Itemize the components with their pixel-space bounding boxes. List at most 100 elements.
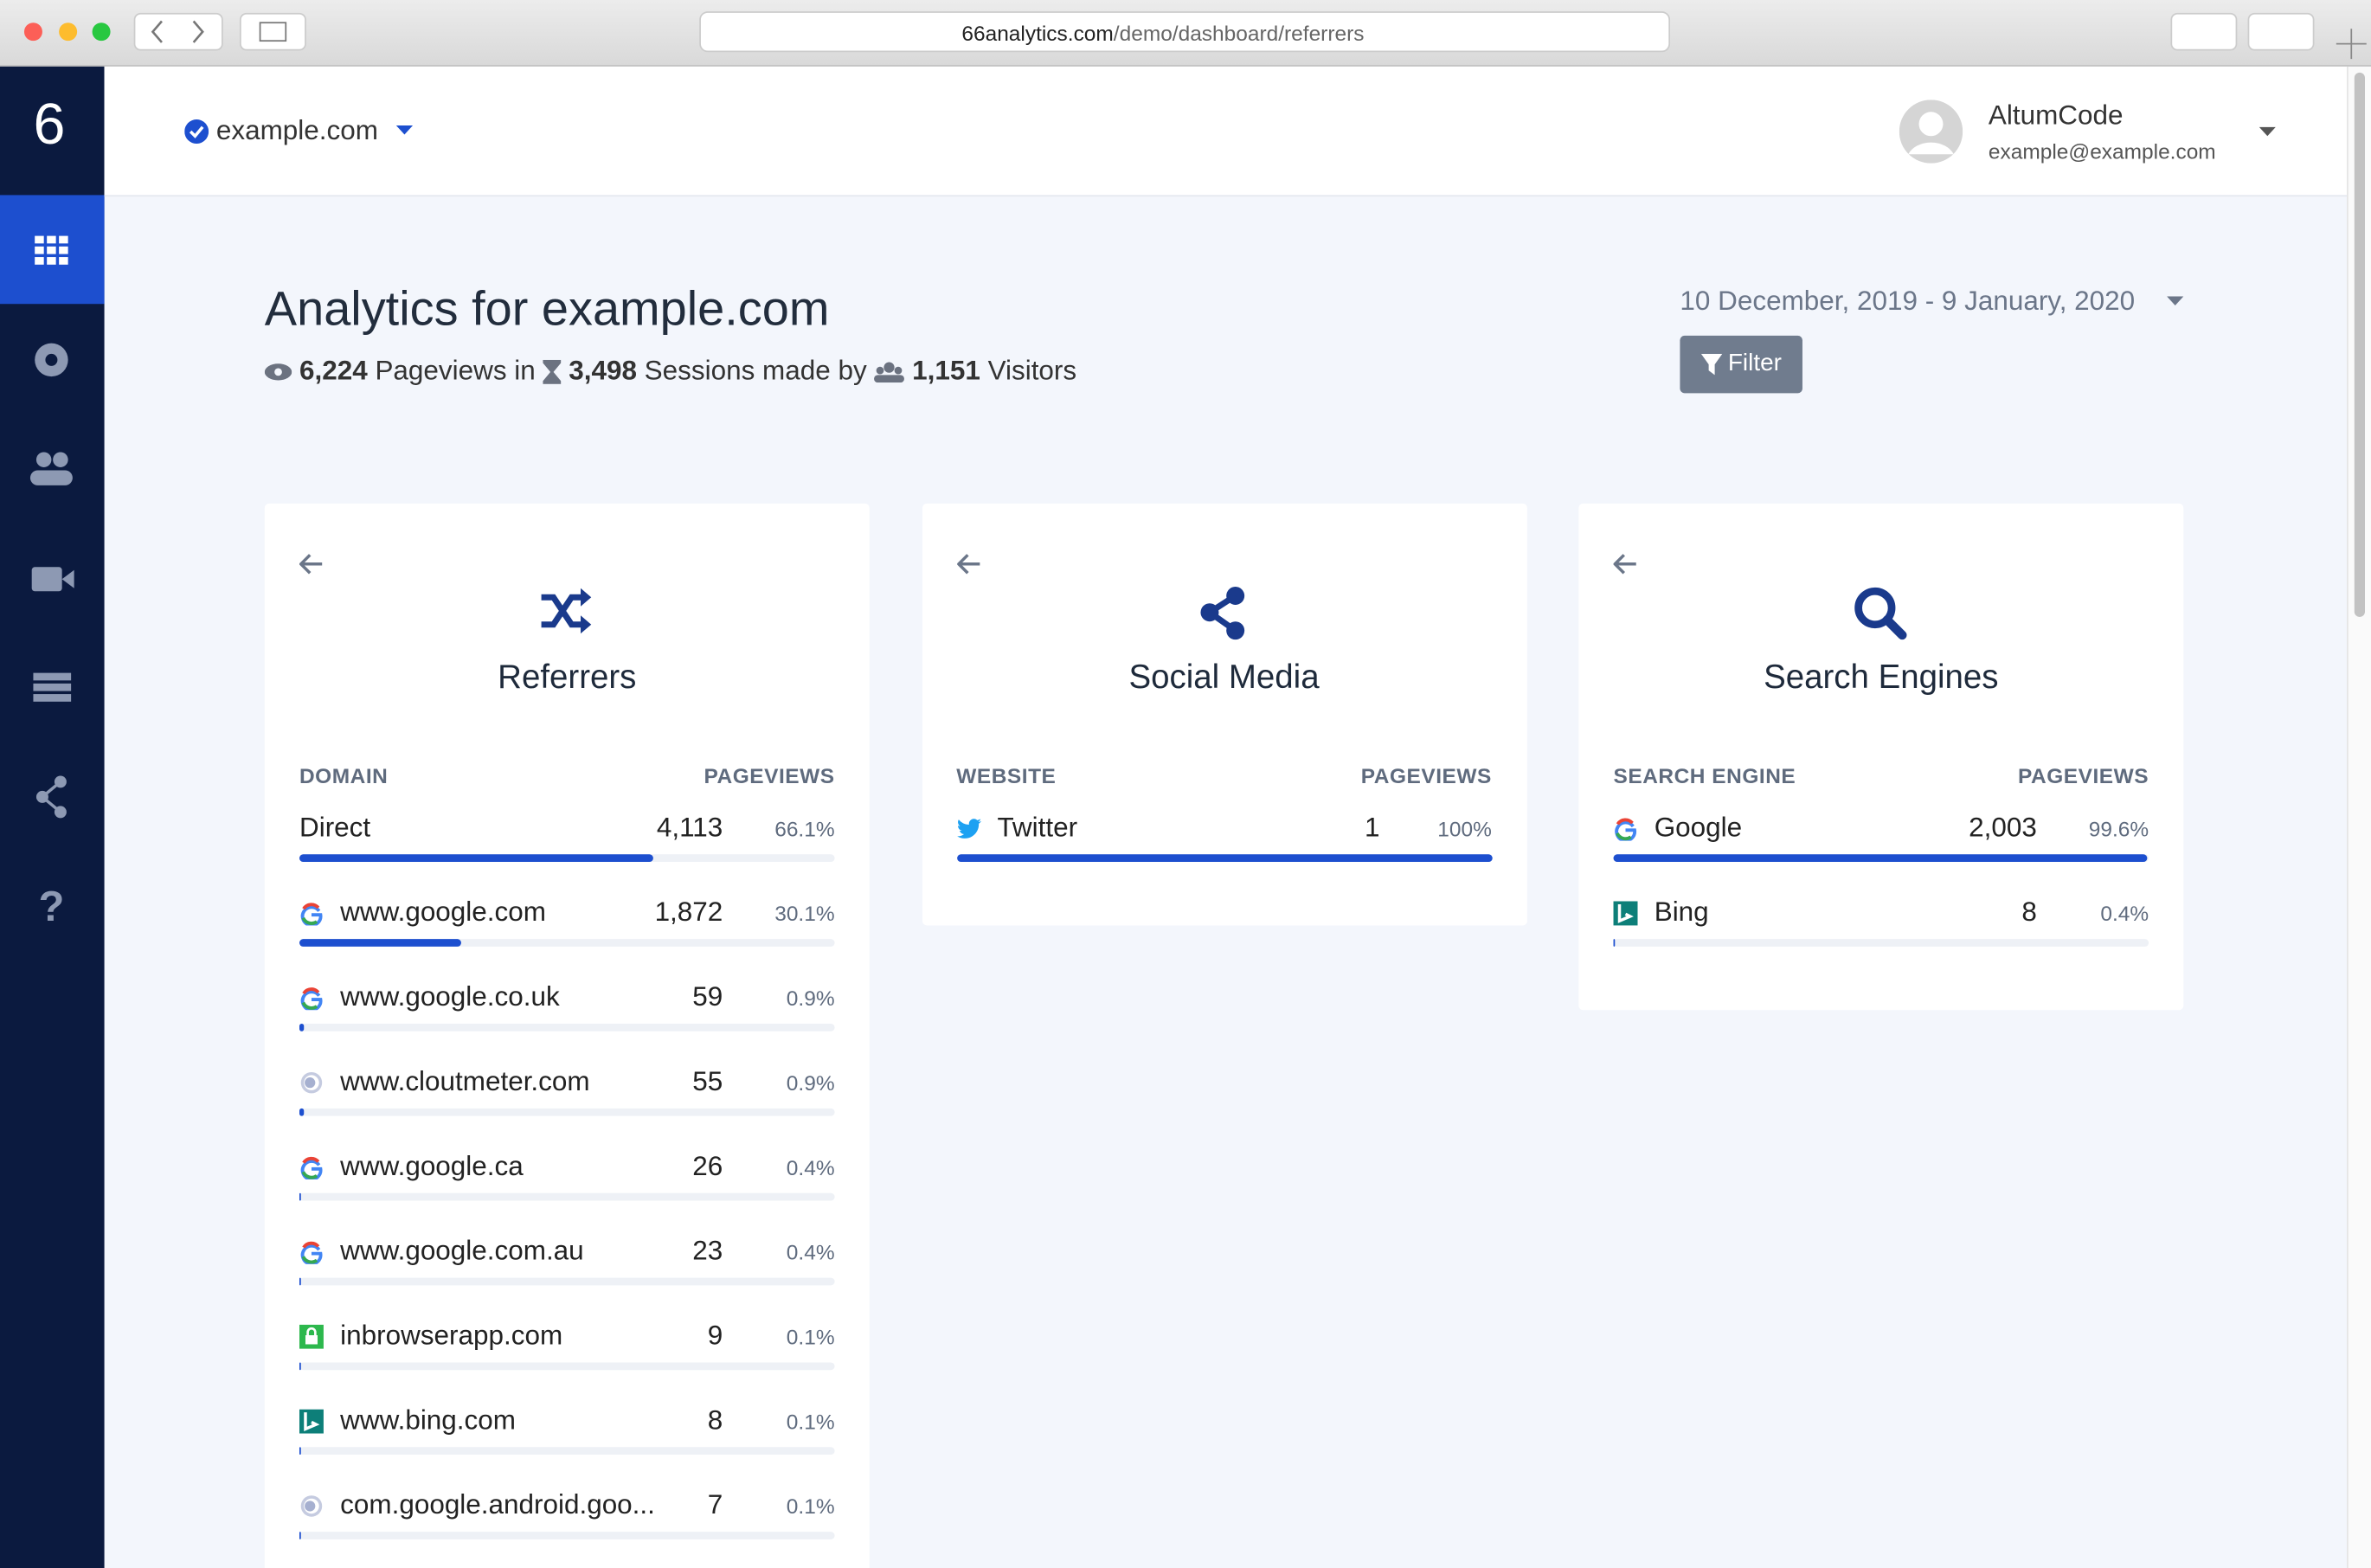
chrome-controls [23, 11, 2367, 60]
row-pageviews: 55 [692, 1065, 723, 1096]
back-arrow[interactable] [1612, 554, 1638, 582]
caret [395, 125, 414, 135]
row-share: 100% [1437, 816, 1492, 841]
row-pageviews: 7 [707, 1489, 723, 1520]
url-host: 66analytics.com [961, 21, 1114, 46]
bar-track [299, 1362, 835, 1371]
bar-track [299, 1277, 835, 1286]
sessions: 3,498 [569, 355, 637, 386]
top-bar [104, 66, 2348, 197]
row-icon [299, 1070, 324, 1102]
row-pageviews: 1,872 [654, 896, 723, 928]
bar-track [299, 1024, 835, 1031]
card-title: Social Media [1128, 658, 1320, 696]
bar [299, 1532, 300, 1539]
row-name[interactable]: www.google.com.au [340, 1235, 584, 1266]
row-icon [1613, 901, 1638, 933]
page-title: Analytics for example.com [264, 281, 830, 336]
row-share: 0.4% [786, 1239, 835, 1264]
svg-text:?: ? [38, 884, 64, 930]
row-share: 0.1% [786, 1324, 835, 1349]
filter-icon [1700, 353, 1722, 376]
bar [1613, 854, 2147, 863]
row-name[interactable]: com.google.android.goo... [340, 1489, 655, 1520]
row-name[interactable]: www.google.ca [340, 1150, 524, 1181]
column-header: DOMAIN [299, 763, 389, 788]
bar-track [299, 1532, 835, 1539]
bar [1613, 939, 1616, 947]
row-name[interactable]: inbrowserapp.com [340, 1320, 563, 1351]
column-header: PAGEVIEWS [2018, 763, 2149, 788]
filter-button[interactable]: Filter [1680, 335, 1802, 394]
bar-track [299, 939, 835, 947]
verified-icon [184, 119, 209, 145]
user-name[interactable]: AltumCode [1988, 100, 2124, 131]
scrollbar [2347, 66, 2371, 1568]
row-share: 0.1% [786, 1409, 835, 1434]
avatar[interactable] [1899, 100, 1963, 164]
row-pageviews: 23 [692, 1235, 723, 1266]
row-name[interactable]: Google [1654, 812, 1743, 843]
bar-track [299, 1192, 835, 1201]
back-arrow[interactable] [299, 554, 324, 582]
bar [299, 1277, 302, 1286]
row-icon [299, 1155, 324, 1187]
card: Social Media WEBSITE PAGEVIEWS Twitter 1 100% [922, 503, 1527, 926]
back-arrow[interactable] [955, 554, 980, 582]
card-title: Referrers [498, 658, 637, 696]
row-icon [299, 901, 324, 933]
sessions-label: Sessions made by [644, 355, 867, 386]
pageviews-label: Pageviews in [375, 355, 536, 386]
scroll-thumb[interactable] [2354, 72, 2366, 617]
row-name[interactable]: Direct [299, 812, 371, 843]
card-title: Search Engines [1764, 658, 1999, 696]
row-share: 30.1% [774, 901, 835, 926]
card-icon [1195, 585, 1252, 650]
card: Referrers DOMAIN PAGEVIEWS Direct 4,113 66.1%… [264, 503, 870, 1568]
row-share: 0.4% [786, 1155, 835, 1180]
bar [299, 854, 653, 863]
row-name[interactable]: www.google.com [340, 896, 546, 928]
row-share: 0.9% [786, 986, 835, 1011]
row-icon [956, 817, 981, 849]
row-name[interactable]: www.cloutmeter.com [340, 1065, 590, 1096]
row-share: 66.1% [774, 816, 835, 841]
row-share: 0.1% [786, 1494, 835, 1519]
row-name[interactable]: Bing [1654, 896, 1709, 928]
bar [299, 1024, 305, 1031]
row-pageviews: 2,003 [1969, 812, 2037, 843]
hourglass-icon [543, 359, 562, 383]
user-email: example@example.com [1988, 138, 2216, 164]
row-share: 0.9% [786, 1070, 835, 1096]
row-share: 0.4% [2100, 901, 2149, 926]
visitors: 1,151 [912, 355, 980, 386]
row-icon [299, 1240, 324, 1272]
row-icon [299, 1324, 324, 1357]
filter-label: Filter [1727, 350, 1782, 377]
row-pageviews: 8 [707, 1404, 723, 1436]
row-pageviews: 59 [692, 981, 723, 1012]
bar-track [1613, 939, 2149, 947]
column-header: PAGEVIEWS [704, 763, 835, 788]
bar-track [299, 1108, 835, 1116]
date-range[interactable]: 10 December, 2019 - 9 January, 2020 [1680, 286, 2136, 317]
row-share: 99.6% [2088, 816, 2149, 841]
row-icon [1614, 817, 1638, 849]
row-icon [299, 1409, 324, 1442]
caret [2259, 126, 2276, 137]
row-name[interactable]: www.google.co.uk [340, 981, 560, 1012]
bar [299, 1192, 302, 1201]
site-selector[interactable]: example.com [215, 114, 378, 145]
bar [299, 1108, 305, 1116]
column-header: WEBSITE [956, 763, 1057, 788]
row-name[interactable]: Twitter [997, 812, 1078, 843]
eye-icon [264, 363, 292, 380]
row-pageviews: 8 [2021, 896, 2037, 928]
logo[interactable]: 6 [33, 93, 66, 157]
row-name[interactable]: www.bing.com [340, 1404, 516, 1436]
card-icon [1853, 585, 1910, 650]
url-path: /demo/dashboard/referrers [1113, 21, 1365, 46]
url[interactable]: 66analytics.com/demo/dashboard/referrers [961, 21, 1364, 45]
bar [299, 939, 461, 947]
